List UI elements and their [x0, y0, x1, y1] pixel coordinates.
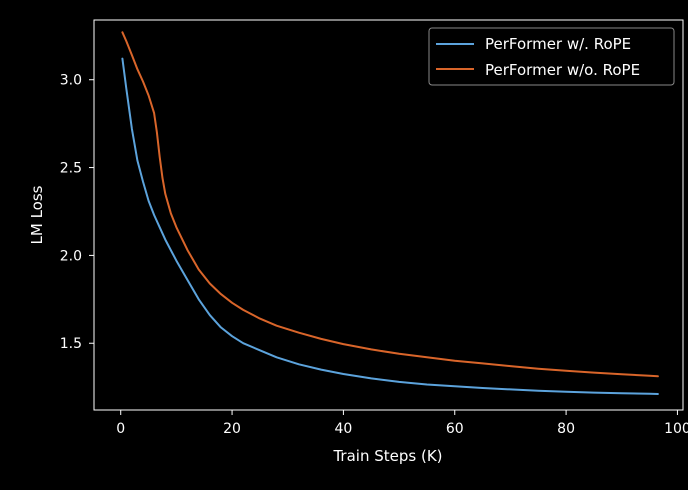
series-layer: [121, 31, 659, 395]
legend-label-rope: PerFormer w/. RoPE: [485, 35, 631, 53]
x-tick-label: 20: [223, 421, 241, 437]
x-tick-label: 100: [664, 421, 688, 437]
x-tick-label: 40: [334, 421, 352, 437]
legend: PerFormer w/. RoPE PerFormer w/o. RoPE: [428, 27, 675, 86]
legend-box: [428, 27, 675, 86]
plot-frame: [93, 19, 684, 411]
y-tick-label: 2.0: [60, 248, 82, 264]
series-line-no-rope: [121, 31, 659, 378]
x-tick-label: 80: [557, 421, 575, 437]
y-axis-ticks: 1.5 2.0 2.5 3.0: [60, 73, 94, 352]
x-tick-label: 60: [446, 421, 464, 437]
x-tick-label: 0: [116, 421, 125, 437]
y-axis-label: LM Loss: [28, 185, 46, 244]
y-tick-label: 1.5: [60, 336, 82, 352]
y-tick-label: 3.0: [60, 73, 82, 89]
x-axis-label: Train Steps (K): [332, 447, 442, 465]
series-line-rope: [121, 57, 659, 395]
y-tick-label: 2.5: [60, 161, 82, 177]
x-axis-ticks: 0 20 40 60 80 100: [116, 410, 688, 437]
legend-label-no-rope: PerFormer w/o. RoPE: [485, 61, 640, 79]
